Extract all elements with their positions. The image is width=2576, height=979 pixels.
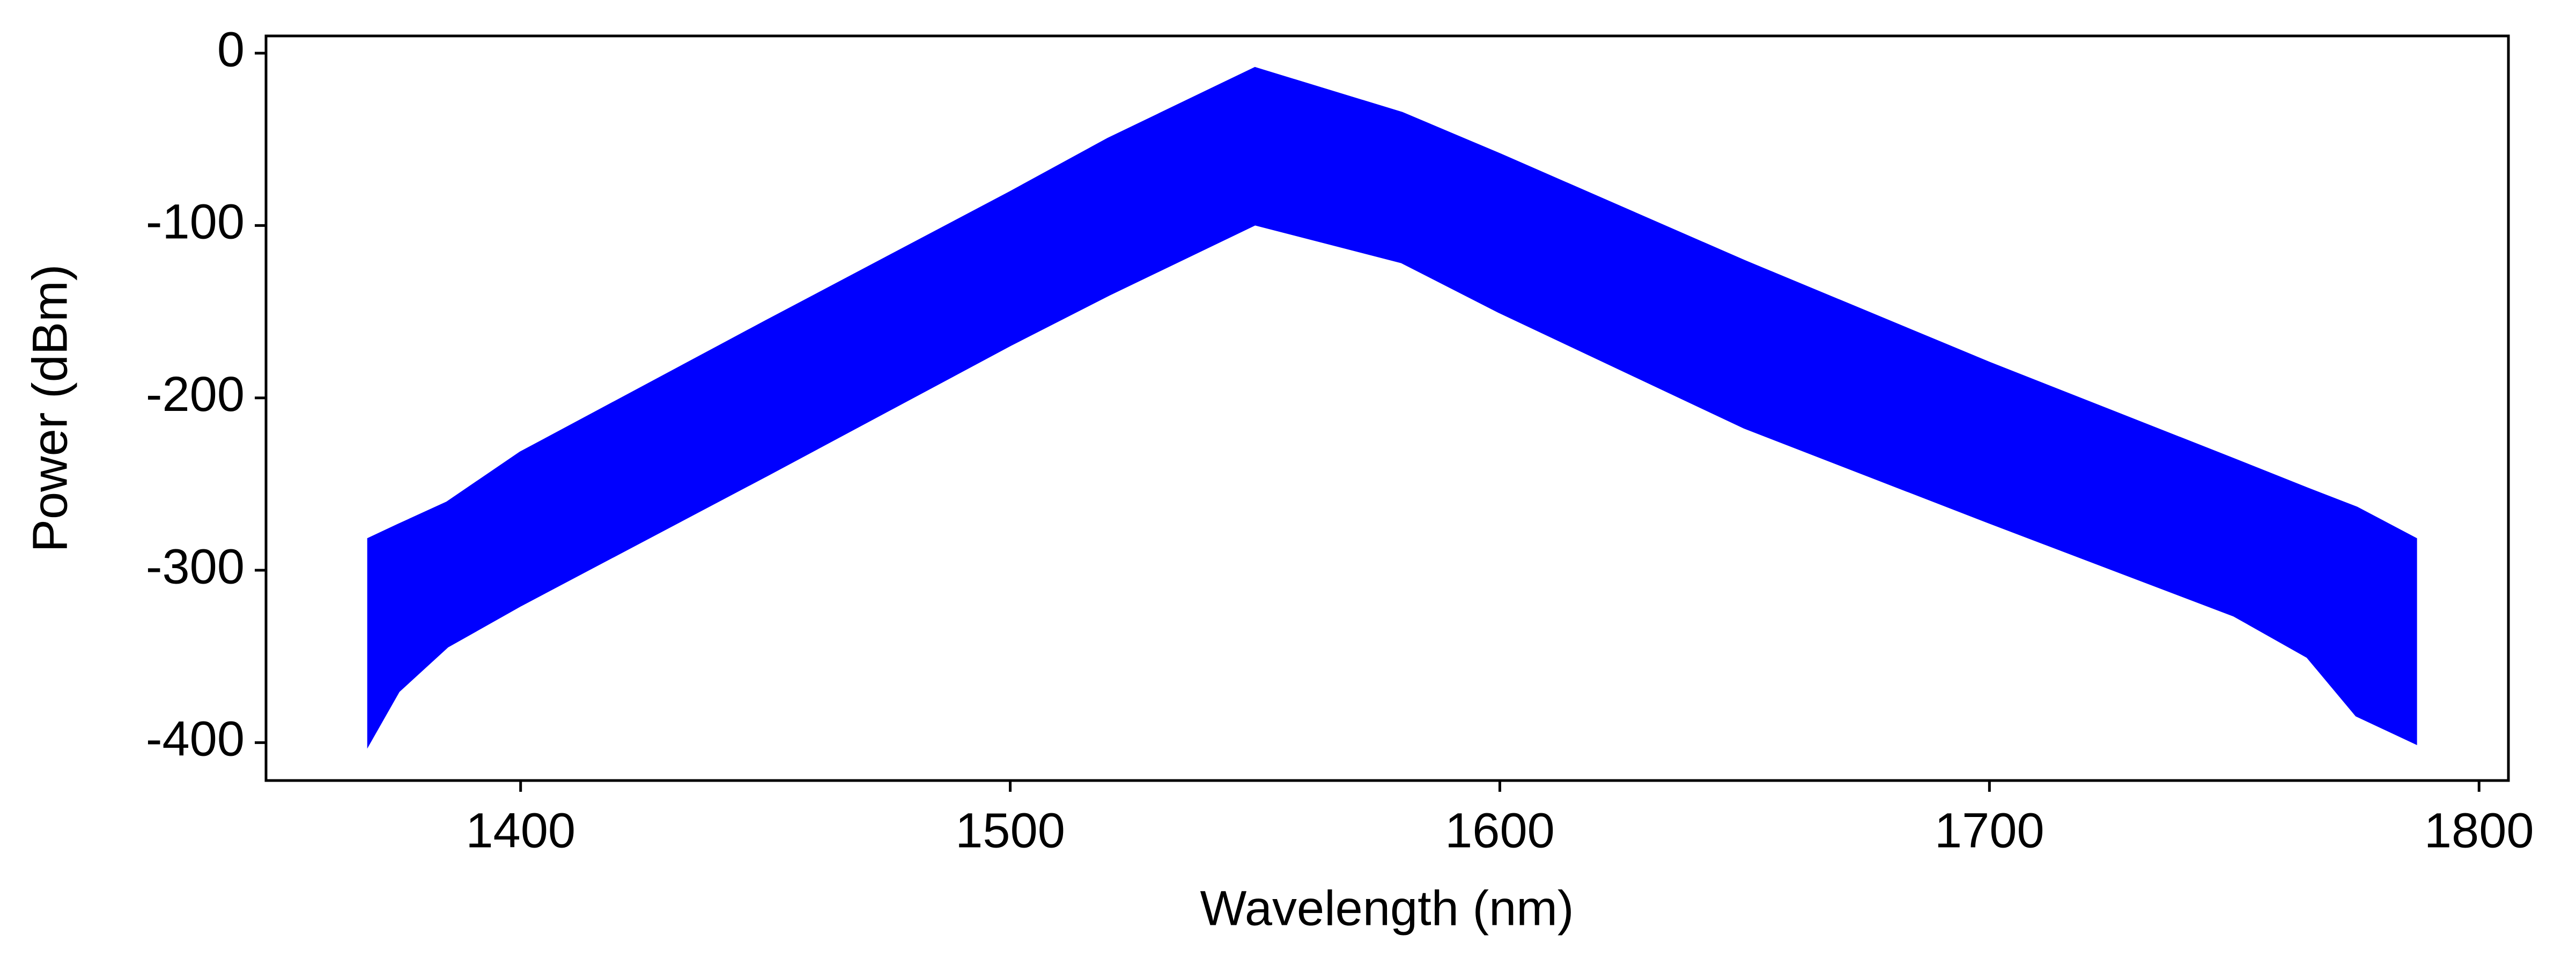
- y-tick-label: -300: [146, 539, 245, 594]
- y-axis-label: Power (dBm): [23, 264, 77, 553]
- x-tick-label: 1600: [1445, 803, 1555, 858]
- power-band: [367, 67, 2417, 749]
- x-tick-label: 1400: [466, 803, 575, 858]
- y-tick-label: -400: [146, 712, 245, 767]
- y-tick-label: 0: [217, 22, 245, 77]
- y-tick-label: -100: [146, 195, 245, 249]
- x-tick-label: 1700: [1935, 803, 2044, 858]
- x-axis-label: Wavelength (nm): [1200, 881, 1574, 936]
- x-tick-label: 1500: [955, 803, 1065, 858]
- y-tick-label: -200: [146, 367, 245, 422]
- plot-frame: [264, 34, 2510, 782]
- x-tick-label: 1800: [2424, 803, 2534, 858]
